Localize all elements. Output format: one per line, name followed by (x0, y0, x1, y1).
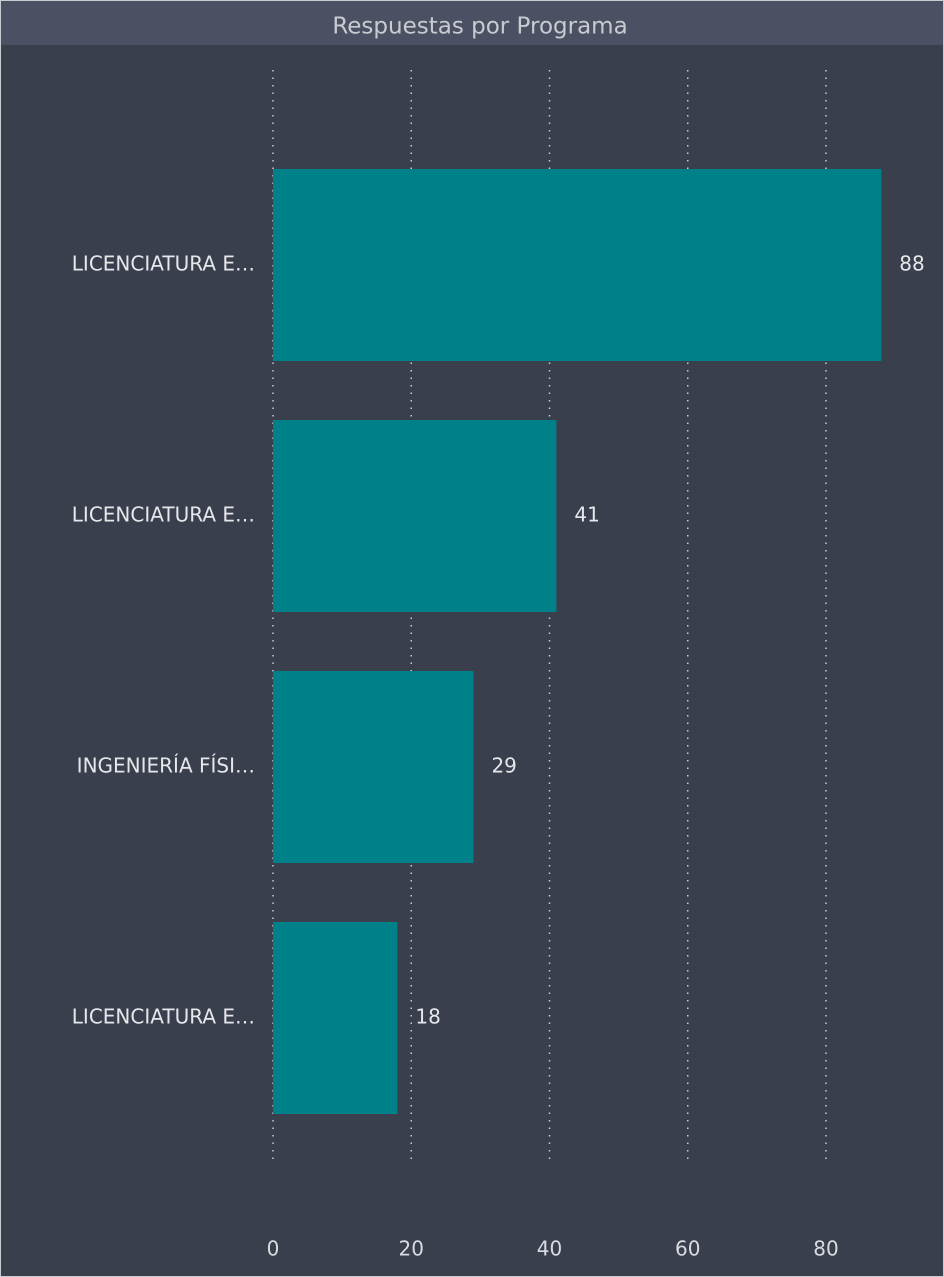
chart-title: Respuestas por Programa (332, 14, 627, 40)
bar (273, 420, 557, 612)
x-tick-label: 0 (267, 1237, 280, 1261)
y-tick-label: INGENIERÍA FÍSI… (77, 754, 255, 778)
x-tick-label: 60 (675, 1237, 700, 1261)
value-label: 41 (574, 503, 599, 527)
bar (273, 922, 398, 1114)
y-tick-label: LICENCIATURA E… (72, 1005, 255, 1029)
value-label: 29 (491, 754, 516, 778)
y-tick-label: LICENCIATURA E… (72, 252, 255, 276)
value-label: 88 (899, 252, 924, 276)
title-bar (1, 1, 943, 45)
bar (273, 671, 474, 863)
value-label: 18 (415, 1005, 440, 1029)
x-tick-label: 40 (537, 1237, 562, 1261)
x-tick-label: 80 (813, 1237, 838, 1261)
y-tick-label: LICENCIATURA E… (72, 503, 255, 527)
x-tick-label: 20 (399, 1237, 424, 1261)
bar (273, 169, 882, 361)
